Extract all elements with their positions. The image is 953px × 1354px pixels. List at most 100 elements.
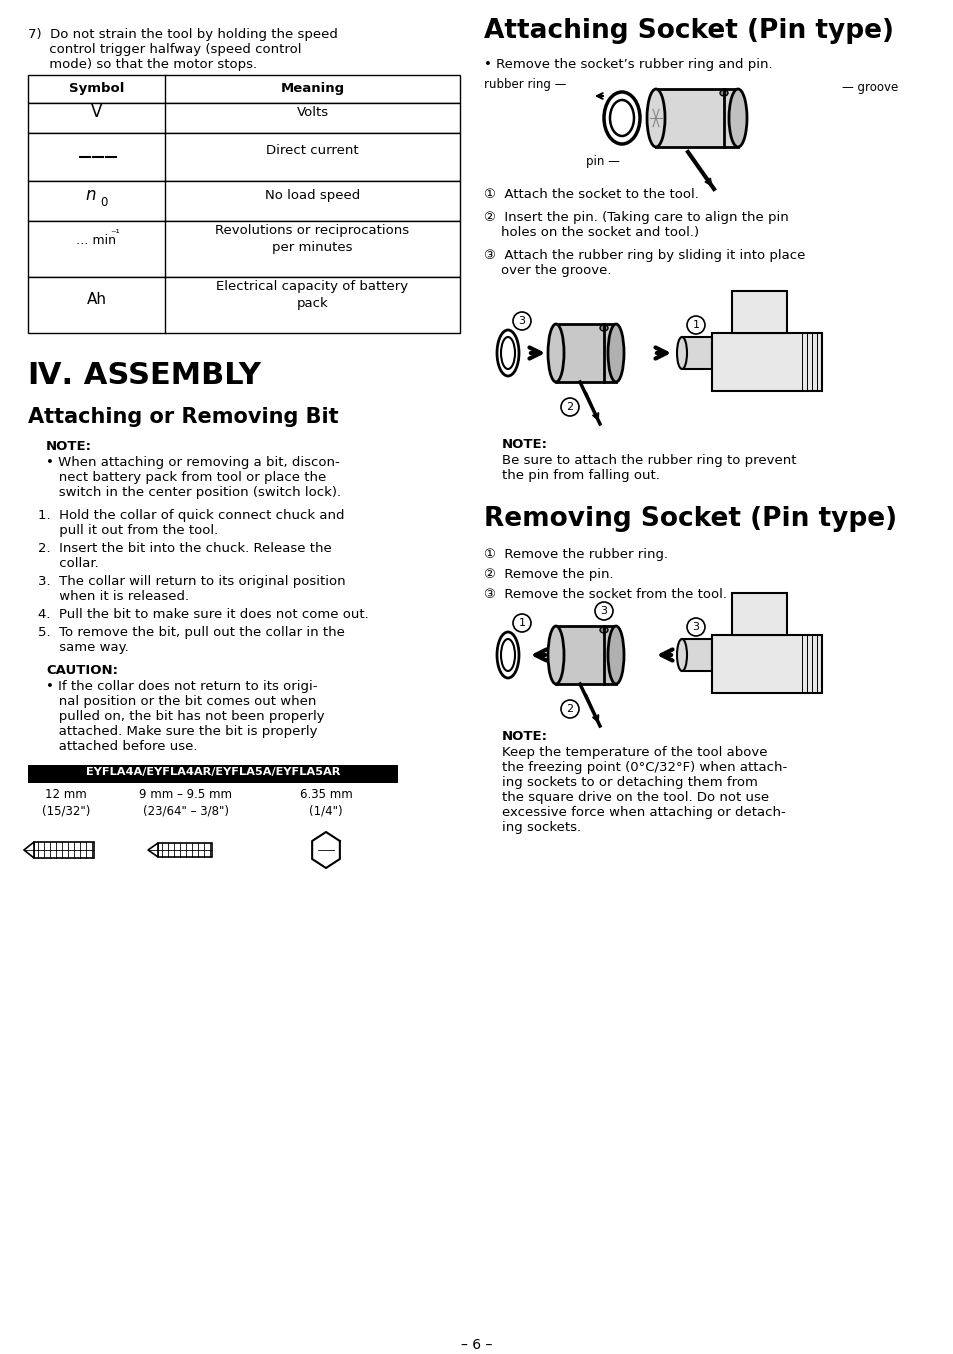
Bar: [711, 635, 821, 693]
Ellipse shape: [677, 639, 686, 672]
Text: pull it out from the tool.: pull it out from the tool.: [38, 524, 218, 538]
Text: Ah: Ah: [87, 291, 107, 306]
Ellipse shape: [599, 627, 607, 634]
Text: over the groove.: over the groove.: [483, 264, 611, 278]
Bar: [711, 333, 821, 391]
Bar: [28, 133, 459, 181]
Text: nect battery pack from tool or place the: nect battery pack from tool or place the: [46, 471, 326, 483]
Text: No load speed: No load speed: [265, 188, 359, 202]
Ellipse shape: [677, 337, 686, 370]
Text: — groove: — groove: [841, 81, 898, 93]
Text: switch in the center position (switch lock).: switch in the center position (switch lo…: [46, 486, 341, 500]
Text: ①  Attach the socket to the tool.: ① Attach the socket to the tool.: [483, 188, 699, 200]
Text: Direct current: Direct current: [266, 145, 358, 157]
Text: 9 mm – 9.5 mm
(23/64" – 3/8"): 9 mm – 9.5 mm (23/64" – 3/8"): [139, 788, 233, 818]
Bar: [28, 181, 459, 221]
Text: ⁻¹: ⁻¹: [111, 229, 120, 240]
Bar: [28, 765, 397, 783]
Polygon shape: [24, 842, 34, 858]
Text: mode) so that the motor stops.: mode) so that the motor stops.: [28, 58, 257, 70]
Text: • When attaching or removing a bit, discon-: • When attaching or removing a bit, disc…: [46, 456, 339, 468]
Text: V: V: [91, 103, 102, 121]
Ellipse shape: [607, 324, 623, 382]
Bar: [28, 103, 459, 133]
Text: Ⅳ. ASSEMBLY: Ⅳ. ASSEMBLY: [28, 362, 260, 390]
Text: collar.: collar.: [38, 556, 99, 570]
Text: ②  Insert the pin. (Taking care to align the pin: ② Insert the pin. (Taking care to align …: [483, 211, 788, 223]
Text: control trigger halfway (speed control: control trigger halfway (speed control: [28, 43, 301, 56]
Text: ③  Attach the rubber ring by sliding it into place: ③ Attach the rubber ring by sliding it i…: [483, 249, 804, 263]
Text: 1: 1: [518, 617, 525, 628]
Text: 3: 3: [692, 621, 699, 632]
Text: 6.35 mm
(1/4"): 6.35 mm (1/4"): [299, 788, 352, 818]
Ellipse shape: [607, 626, 623, 684]
Text: ①  Remove the rubber ring.: ① Remove the rubber ring.: [483, 548, 667, 561]
Text: • Remove the socket’s rubber ring and pin.: • Remove the socket’s rubber ring and pi…: [483, 58, 772, 70]
Text: 12 mm
(15/32"): 12 mm (15/32"): [42, 788, 91, 818]
Text: when it is released.: when it is released.: [38, 590, 189, 603]
Text: the square drive on the tool. Do not use: the square drive on the tool. Do not use: [501, 791, 768, 804]
Text: the freezing point (0°C/32°F) when attach-: the freezing point (0°C/32°F) when attac…: [501, 761, 786, 774]
Text: – 6 –: – 6 –: [461, 1338, 492, 1353]
Text: Attaching or Removing Bit: Attaching or Removing Bit: [28, 408, 338, 427]
Bar: [28, 74, 459, 103]
Ellipse shape: [646, 89, 664, 148]
Text: 3: 3: [599, 607, 607, 616]
Ellipse shape: [728, 89, 746, 148]
Text: Removing Socket (Pin type): Removing Socket (Pin type): [483, 506, 896, 532]
Text: 4.  Pull the bit to make sure it does not come out.: 4. Pull the bit to make sure it does not…: [38, 608, 369, 621]
Text: n: n: [85, 185, 95, 204]
Text: Symbol: Symbol: [69, 83, 124, 95]
Bar: [731, 593, 786, 635]
Text: attached before use.: attached before use.: [46, 741, 197, 753]
Bar: [556, 324, 616, 382]
Text: same way.: same way.: [38, 640, 129, 654]
Text: 2.  Insert the bit into the chuck. Release the: 2. Insert the bit into the chuck. Releas…: [38, 542, 332, 555]
Text: 3: 3: [518, 315, 525, 326]
Text: ③  Remove the socket from the tool.: ③ Remove the socket from the tool.: [483, 588, 726, 601]
Text: pulled on, the bit has not been properly: pulled on, the bit has not been properly: [46, 709, 324, 723]
Text: NOTE:: NOTE:: [501, 730, 547, 743]
Ellipse shape: [599, 325, 607, 330]
Text: Electrical capacity of battery
pack: Electrical capacity of battery pack: [216, 280, 408, 310]
Bar: [158, 844, 212, 857]
Text: 3.  The collar will return to its original position: 3. The collar will return to its origina…: [38, 575, 345, 588]
Text: attached. Make sure the bit is properly: attached. Make sure the bit is properly: [46, 724, 317, 738]
Text: 2: 2: [566, 704, 573, 714]
Bar: [28, 278, 459, 333]
Bar: [731, 291, 786, 333]
Text: ②  Remove the pin.: ② Remove the pin.: [483, 567, 613, 581]
Text: pin —: pin —: [585, 154, 619, 168]
Text: Attaching Socket (Pin type): Attaching Socket (Pin type): [483, 18, 893, 43]
Text: 1.  Hold the collar of quick connect chuck and: 1. Hold the collar of quick connect chuc…: [38, 509, 344, 523]
Text: Be sure to attach the rubber ring to prevent: Be sure to attach the rubber ring to pre…: [501, 454, 796, 467]
Ellipse shape: [720, 89, 727, 96]
Ellipse shape: [547, 626, 563, 684]
Text: ing sockets to or detaching them from: ing sockets to or detaching them from: [501, 776, 757, 789]
Bar: [656, 89, 738, 148]
Text: 2: 2: [566, 402, 573, 412]
Bar: [681, 337, 711, 370]
Text: 0: 0: [100, 195, 107, 209]
Text: Meaning: Meaning: [280, 83, 344, 95]
Text: NOTE:: NOTE:: [46, 440, 91, 454]
Text: holes on the socket and tool.): holes on the socket and tool.): [483, 226, 699, 240]
Text: Keep the temperature of the tool above: Keep the temperature of the tool above: [501, 746, 767, 760]
Bar: [681, 639, 711, 672]
Text: 7)  Do not strain the tool by holding the speed: 7) Do not strain the tool by holding the…: [28, 28, 337, 41]
Text: 5.  To remove the bit, pull out the collar in the: 5. To remove the bit, pull out the colla…: [38, 626, 345, 639]
Bar: [34, 842, 94, 858]
Text: CAUTION:: CAUTION:: [46, 663, 118, 677]
Text: EYFLA4A/EYFLA4AR/EYFLA5A/EYFLA5AR: EYFLA4A/EYFLA4AR/EYFLA5A/EYFLA5AR: [86, 766, 340, 777]
Text: rubber ring —: rubber ring —: [483, 79, 566, 91]
Polygon shape: [148, 844, 158, 857]
Text: ing sockets.: ing sockets.: [501, 821, 580, 834]
Text: … min: … min: [76, 234, 116, 248]
Text: NOTE:: NOTE:: [501, 437, 547, 451]
Ellipse shape: [547, 324, 563, 382]
Text: 1: 1: [692, 320, 699, 330]
Bar: [556, 626, 616, 684]
Text: Volts: Volts: [296, 106, 328, 119]
Bar: [28, 221, 459, 278]
Text: • If the collar does not return to its origi-: • If the collar does not return to its o…: [46, 680, 317, 693]
